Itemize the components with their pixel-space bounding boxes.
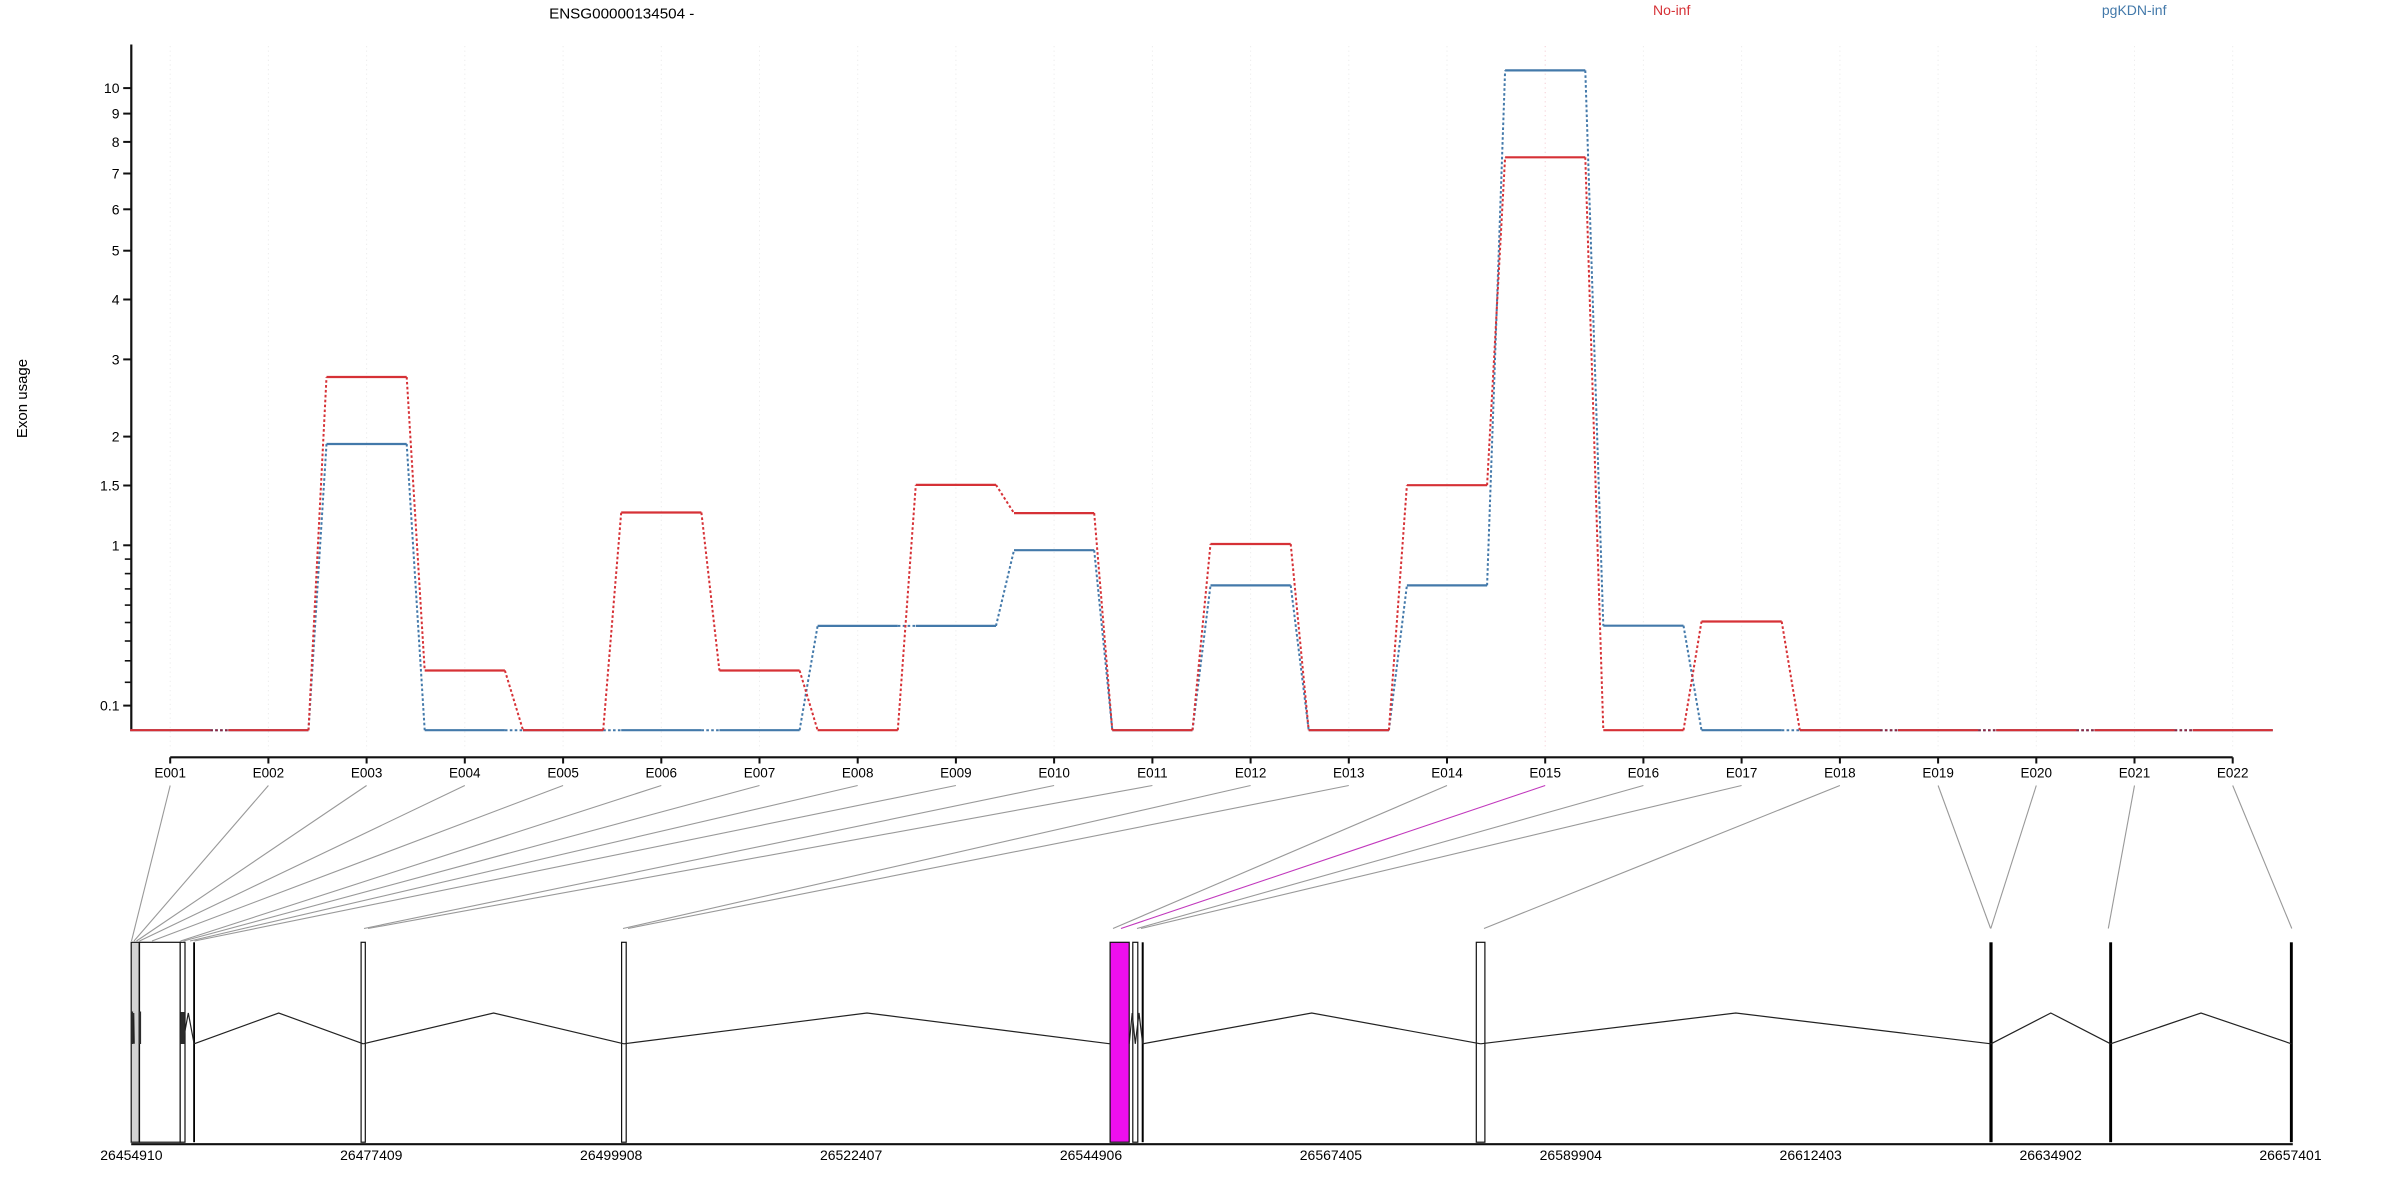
svg-text:1.5: 1.5 (100, 478, 120, 494)
svg-text:26454910: 26454910 (100, 1147, 163, 1163)
svg-text:3: 3 (112, 351, 120, 367)
svg-text:pgKDN-inf: pgKDN-inf (2102, 2, 2167, 18)
svg-text:Exon usage: Exon usage (14, 359, 31, 438)
svg-text:E009: E009 (940, 766, 972, 781)
svg-text:E001: E001 (154, 766, 186, 781)
svg-text:26567405: 26567405 (1300, 1147, 1363, 1163)
svg-text:E016: E016 (1628, 766, 1660, 781)
svg-text:ENSG00000134504 -: ENSG00000134504 - (549, 6, 694, 23)
svg-text:E017: E017 (1726, 766, 1758, 781)
svg-text:7: 7 (112, 166, 120, 182)
svg-text:8: 8 (112, 134, 120, 150)
svg-text:5: 5 (112, 243, 120, 259)
svg-text:4: 4 (112, 292, 120, 308)
svg-text:6: 6 (112, 201, 120, 217)
svg-text:No-inf: No-inf (1653, 2, 1690, 18)
svg-text:E004: E004 (449, 766, 481, 781)
svg-text:E008: E008 (842, 766, 874, 781)
svg-text:E007: E007 (744, 766, 776, 781)
svg-text:E014: E014 (1431, 766, 1463, 781)
svg-text:E006: E006 (646, 766, 678, 781)
svg-text:E013: E013 (1333, 766, 1365, 781)
svg-text:E002: E002 (253, 766, 285, 781)
svg-text:E022: E022 (2217, 766, 2249, 781)
svg-text:E018: E018 (1824, 766, 1856, 781)
svg-text:E003: E003 (351, 766, 383, 781)
svg-text:26544906: 26544906 (1060, 1147, 1123, 1163)
svg-text:26634902: 26634902 (2019, 1147, 2082, 1163)
svg-text:26477409: 26477409 (340, 1147, 403, 1163)
svg-text:26589904: 26589904 (1540, 1147, 1603, 1163)
svg-text:E005: E005 (547, 766, 579, 781)
svg-text:26657401: 26657401 (2259, 1147, 2322, 1163)
svg-text:E020: E020 (2021, 766, 2053, 781)
svg-text:26499908: 26499908 (580, 1147, 643, 1163)
svg-text:E015: E015 (1529, 766, 1561, 781)
svg-text:E019: E019 (1922, 766, 1954, 781)
svg-text:9: 9 (112, 106, 120, 122)
svg-text:26612403: 26612403 (1780, 1147, 1843, 1163)
svg-text:0.1: 0.1 (100, 698, 120, 714)
svg-text:E012: E012 (1235, 766, 1267, 781)
svg-text:26522407: 26522407 (820, 1147, 883, 1163)
svg-text:10: 10 (104, 80, 120, 96)
svg-text:E021: E021 (2119, 766, 2151, 781)
svg-text:E010: E010 (1038, 766, 1070, 781)
svg-text:2: 2 (112, 429, 120, 445)
svg-text:1: 1 (112, 537, 120, 553)
svg-text:E011: E011 (1137, 766, 1168, 781)
